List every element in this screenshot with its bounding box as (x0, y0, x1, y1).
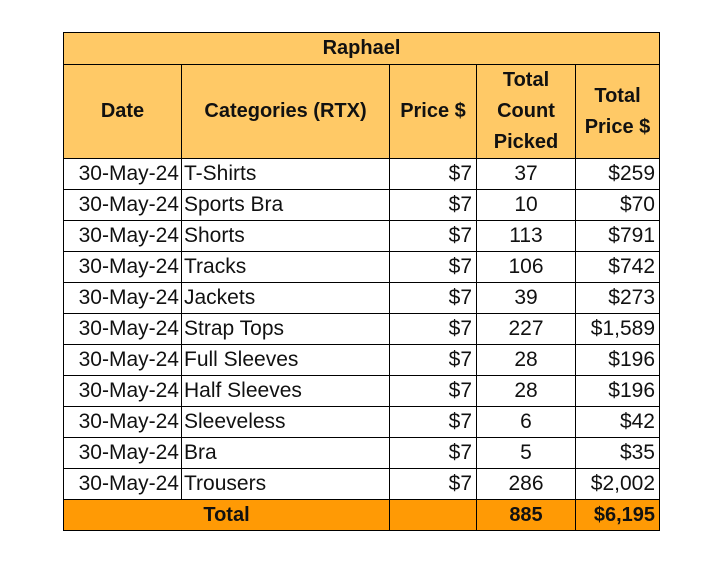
cell-count: 28 (476, 375, 576, 407)
picking-summary-table: Raphael Date Categories (RTX) Price $ To… (63, 32, 660, 531)
cell-category: Half Sleeves (181, 375, 390, 407)
cell-category: Tracks (181, 251, 390, 283)
table-row: 30-May-24 Trousers $7 286 $2,002 (63, 468, 660, 500)
cell-total: $2,002 (575, 468, 660, 500)
table-row: 30-May-24 Full Sleeves $7 28 $196 (63, 344, 660, 376)
cell-total: $70 (575, 189, 660, 221)
header-count: Total Count Picked (476, 64, 576, 159)
cell-total: $35 (575, 437, 660, 469)
totals-count: 885 (476, 499, 576, 531)
totals-row: Total 885 $6,195 (63, 499, 660, 531)
table-row: 30-May-24 Jackets $7 39 $273 (63, 282, 660, 314)
header-total-line1: Total (594, 84, 641, 107)
cell-category: Shorts (181, 220, 390, 252)
cell-count: 286 (476, 468, 576, 500)
cell-total: $196 (575, 344, 660, 376)
cell-category: Sleeveless (181, 406, 390, 438)
table-body: 30-May-24 T-Shirts $7 37 $259 30-May-24 … (63, 158, 660, 531)
header-count-line2: Count (497, 100, 555, 122)
cell-total: $196 (575, 375, 660, 407)
table-row: 30-May-24 Tracks $7 106 $742 (63, 251, 660, 283)
cell-price: $7 (389, 437, 477, 469)
header-count-line3: Picked (493, 131, 559, 153)
header-category: Categories (RTX) (181, 64, 390, 159)
header-count-line1: Total (502, 69, 550, 91)
cell-price: $7 (389, 282, 477, 314)
cell-price: $7 (389, 251, 477, 283)
totals-price (389, 499, 477, 531)
cell-price: $7 (389, 313, 477, 345)
cell-price: $7 (389, 406, 477, 438)
cell-count: 227 (476, 313, 576, 345)
cell-count: 39 (476, 282, 576, 314)
cell-date: 30-May-24 (63, 282, 182, 314)
cell-category: T-Shirts (181, 158, 390, 190)
cell-date: 30-May-24 (63, 344, 182, 376)
table-row: 30-May-24 Bra $7 5 $35 (63, 437, 660, 469)
cell-category: Strap Tops (181, 313, 390, 345)
cell-date: 30-May-24 (63, 313, 182, 345)
cell-count: 5 (476, 437, 576, 469)
cell-category: Full Sleeves (181, 344, 390, 376)
header-total: Total Price $ (575, 64, 660, 159)
cell-count: 106 (476, 251, 576, 283)
header-date: Date (63, 64, 182, 159)
title-row: Raphael (63, 32, 660, 65)
cell-price: $7 (389, 468, 477, 500)
cell-total: $1,589 (575, 313, 660, 345)
cell-total: $791 (575, 220, 660, 252)
cell-price: $7 (389, 375, 477, 407)
cell-date: 30-May-24 (63, 406, 182, 438)
cell-date: 30-May-24 (63, 437, 182, 469)
cell-total: $273 (575, 282, 660, 314)
cell-category: Sports Bra (181, 189, 390, 221)
cell-price: $7 (389, 220, 477, 252)
cell-total: $259 (575, 158, 660, 190)
cell-total: $742 (575, 251, 660, 283)
table-row: 30-May-24 Sports Bra $7 10 $70 (63, 189, 660, 221)
table-title: Raphael (63, 32, 660, 65)
cell-category: Trousers (181, 468, 390, 500)
cell-count: 10 (476, 189, 576, 221)
cell-date: 30-May-24 (63, 189, 182, 221)
header-price: Price $ (389, 64, 477, 159)
cell-category: Bra (181, 437, 390, 469)
header-row: Date Categories (RTX) Price $ Total Coun… (63, 64, 660, 159)
cell-date: 30-May-24 (63, 220, 182, 252)
table-row: 30-May-24 Sleeveless $7 6 $42 (63, 406, 660, 438)
cell-price: $7 (389, 189, 477, 221)
header-total-line2: Price $ (584, 115, 651, 138)
cell-price: $7 (389, 158, 477, 190)
table-row: 30-May-24 Strap Tops $7 227 $1,589 (63, 313, 660, 345)
table-row: 30-May-24 Half Sleeves $7 28 $196 (63, 375, 660, 407)
cell-count: 6 (476, 406, 576, 438)
cell-count: 113 (476, 220, 576, 252)
cell-date: 30-May-24 (63, 158, 182, 190)
table-row: 30-May-24 T-Shirts $7 37 $259 (63, 158, 660, 190)
totals-total: $6,195 (575, 499, 660, 531)
cell-date: 30-May-24 (63, 251, 182, 283)
cell-date: 30-May-24 (63, 468, 182, 500)
cell-count: 28 (476, 344, 576, 376)
cell-date: 30-May-24 (63, 375, 182, 407)
cell-total: $42 (575, 406, 660, 438)
cell-category: Jackets (181, 282, 390, 314)
table-row: 30-May-24 Shorts $7 113 $791 (63, 220, 660, 252)
cell-count: 37 (476, 158, 576, 190)
totals-label: Total (63, 499, 390, 531)
cell-price: $7 (389, 344, 477, 376)
